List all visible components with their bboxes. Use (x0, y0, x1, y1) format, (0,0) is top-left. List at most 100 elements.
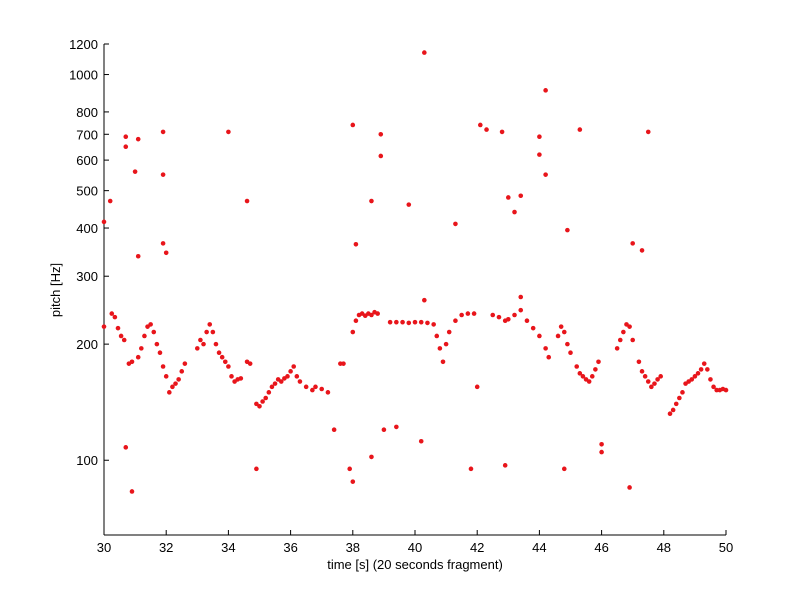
x-tick-label: 44 (532, 540, 546, 555)
point (157, 350, 163, 356)
point (216, 350, 222, 356)
point (135, 354, 141, 360)
point (645, 129, 651, 135)
point (226, 364, 231, 369)
point (418, 438, 424, 444)
point (689, 377, 695, 382)
point (537, 134, 542, 139)
point (266, 390, 272, 395)
point (353, 241, 359, 247)
point (412, 319, 418, 325)
point (291, 364, 297, 369)
point (530, 325, 536, 331)
point (655, 377, 660, 382)
point (555, 333, 561, 339)
point (121, 337, 127, 343)
point (677, 395, 682, 401)
point (303, 384, 309, 390)
point (636, 359, 642, 365)
point (580, 374, 586, 379)
point (350, 479, 356, 484)
x-tick-label: 30 (97, 540, 111, 555)
point (182, 361, 188, 366)
point (129, 359, 135, 365)
point (437, 346, 443, 351)
x-tick-label: 34 (221, 540, 235, 555)
point (132, 169, 138, 174)
point (599, 441, 604, 447)
point (118, 333, 124, 339)
point (617, 337, 623, 343)
point (465, 311, 471, 316)
point (506, 316, 511, 322)
point (378, 153, 384, 159)
point (642, 374, 648, 379)
y-tick-label: 800 (76, 105, 98, 120)
point (546, 354, 552, 360)
point (350, 329, 356, 335)
point (207, 322, 213, 327)
point (499, 129, 505, 135)
point (294, 374, 300, 379)
point (621, 329, 626, 335)
point (698, 367, 704, 372)
point (496, 314, 502, 320)
point (440, 359, 446, 365)
point (639, 369, 645, 374)
point (319, 386, 325, 392)
x-tick-label: 32 (159, 540, 173, 555)
point (254, 466, 259, 472)
point (195, 346, 200, 351)
point (630, 241, 635, 246)
point (123, 144, 129, 150)
x-tick-label: 50 (719, 540, 733, 555)
point (151, 329, 157, 335)
point (502, 463, 508, 468)
point (577, 127, 583, 132)
x-axis-label: time [s] (20 seconds fragment) (327, 557, 503, 572)
point (204, 329, 209, 335)
point (198, 337, 203, 343)
point (263, 395, 269, 401)
y-tick-label: 400 (76, 221, 98, 236)
point (406, 202, 412, 207)
point (537, 333, 542, 339)
point (129, 489, 135, 494)
point (627, 485, 632, 490)
point (112, 314, 118, 320)
point (369, 312, 374, 318)
point (254, 401, 259, 407)
point (160, 241, 166, 246)
point (543, 88, 548, 93)
point (453, 221, 458, 227)
point (518, 193, 524, 199)
point (272, 381, 278, 386)
point (142, 333, 147, 339)
y-tick-label: 100 (76, 453, 98, 468)
point (331, 427, 337, 433)
point (589, 374, 595, 379)
point (107, 198, 113, 204)
point (297, 379, 303, 384)
point (568, 350, 573, 356)
point (238, 376, 244, 381)
point (459, 312, 464, 318)
y-tick-label: 500 (76, 184, 98, 199)
point (418, 319, 424, 325)
x-tick-label: 46 (594, 540, 608, 555)
y-tick-label: 600 (76, 153, 98, 168)
point (434, 333, 440, 339)
point (210, 329, 216, 335)
x-tick-label: 48 (657, 540, 671, 555)
point (506, 195, 511, 200)
point (692, 374, 698, 379)
point (154, 341, 160, 347)
point (518, 294, 524, 300)
point (565, 341, 570, 347)
point (176, 377, 181, 382)
point (574, 364, 580, 369)
point (695, 371, 701, 376)
point (160, 364, 166, 369)
y-tick-label: 300 (76, 269, 98, 284)
